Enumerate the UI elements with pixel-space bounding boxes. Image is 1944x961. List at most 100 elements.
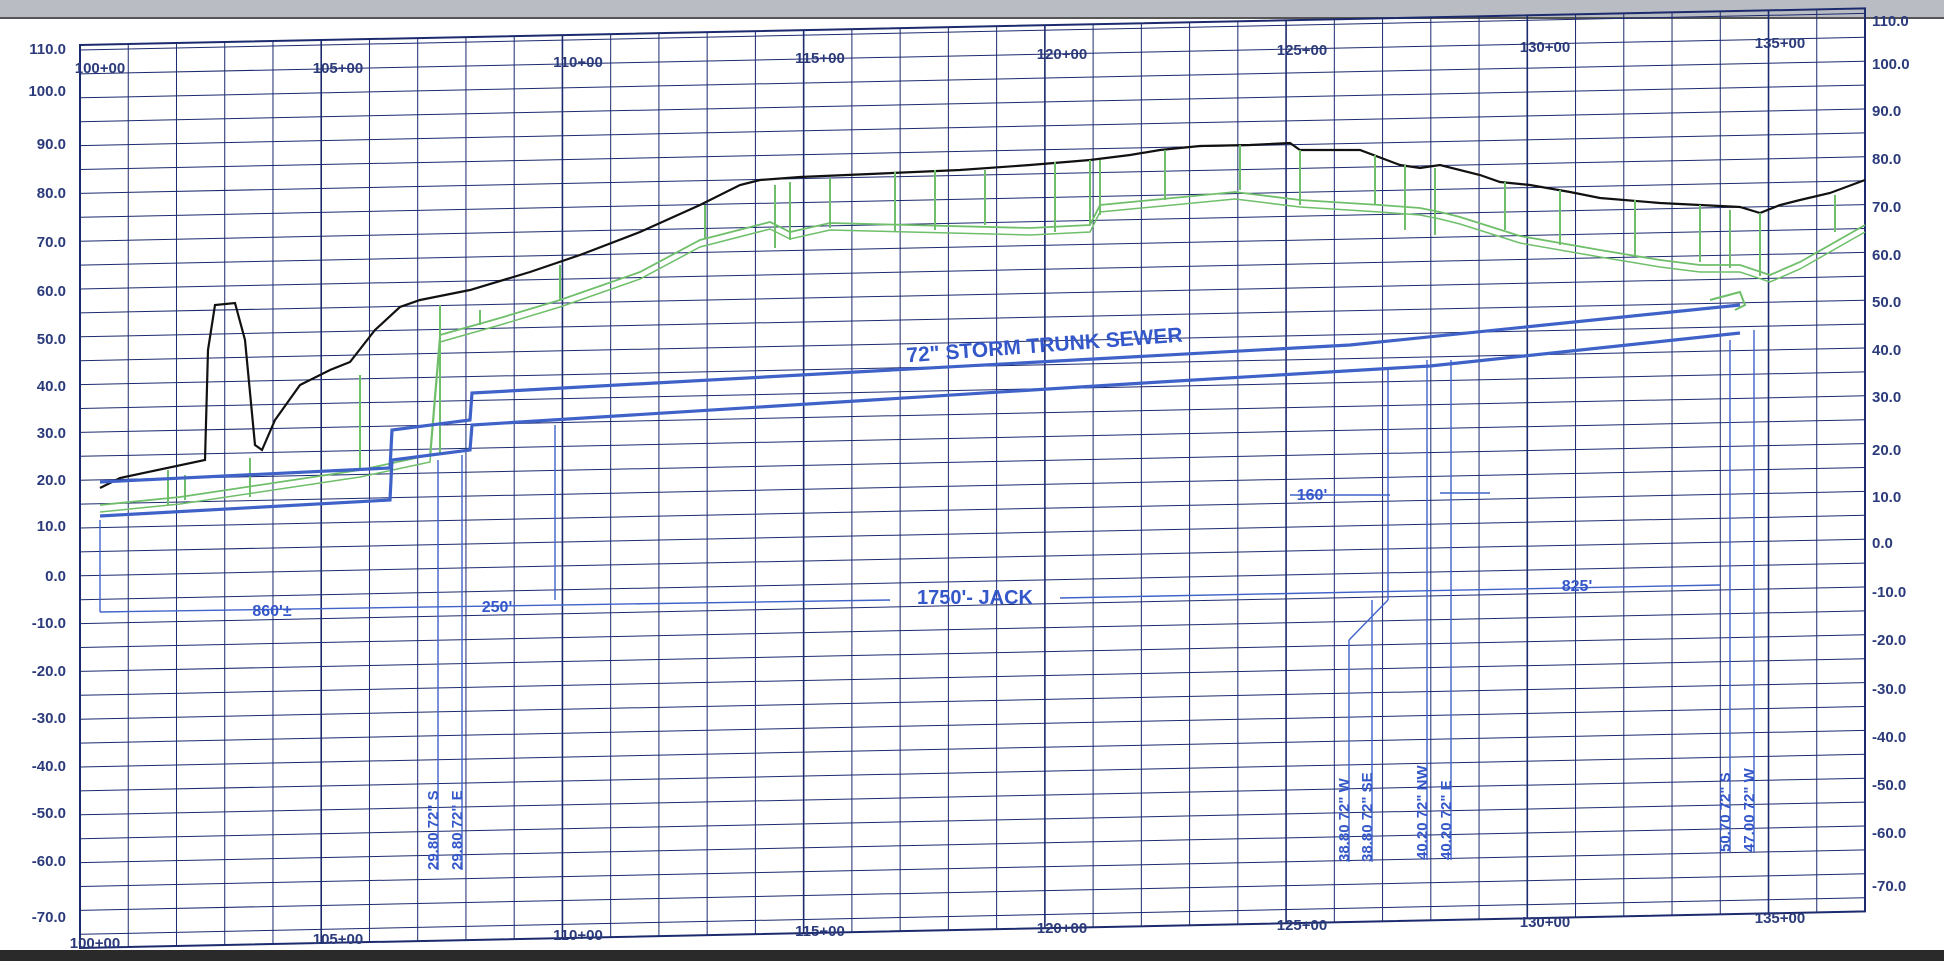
grid-hline [79, 204, 1866, 242]
grid-hline [79, 36, 1866, 75]
callout-line: 40.20 72" NW [1414, 764, 1431, 860]
left-elevation-labels: 110.0 100.0 90.0 80.0 70.0 60.0 50.0 40.… [28, 41, 66, 926]
left-elevation-label: 90.0 [37, 136, 66, 153]
grid-hline [79, 84, 1866, 123]
right-elevation-label: 30.0 [1872, 389, 1901, 406]
left-elevation-label: 20.0 [37, 472, 66, 489]
dimension-line [1059, 584, 1721, 599]
right-elevation-labels: 110.0 100.0 90.0 80.0 70.0 60.0 50.0 40.… [1872, 13, 1910, 895]
right-elevation-label: 110.0 [1872, 13, 1909, 30]
callout-line: 40.20 72" E [1438, 780, 1455, 860]
dimension-label-160: 160' [1297, 487, 1328, 504]
callout-line: 50.70 72" S [1717, 772, 1734, 852]
right-elevation-label: 0.0 [1872, 535, 1893, 552]
grid-hline [79, 371, 1866, 409]
grid-hline [79, 228, 1866, 266]
grid-hline [79, 275, 1866, 314]
right-elevation-label: 70.0 [1872, 199, 1901, 216]
grid-hline [79, 299, 1866, 338]
right-elevation-label: 100.0 [1872, 56, 1910, 73]
left-elevation-label: -50.0 [32, 805, 66, 822]
left-elevation-label: 80.0 [37, 185, 66, 202]
dimension-label-860: 860'± [252, 603, 292, 620]
grid-hline [79, 514, 1866, 553]
grid-hline [79, 610, 1866, 648]
left-elevation-label: 100.0 [28, 83, 66, 100]
grid-hline [79, 753, 1866, 792]
callout-line: 38.80 72" W [1336, 777, 1353, 862]
callout-line: 29.80 72" E [449, 790, 466, 870]
left-elevation-label: 0.0 [45, 568, 66, 585]
left-elevation-label: -10.0 [32, 615, 66, 632]
grid-hline [79, 897, 1866, 935]
grid-hline [79, 634, 1866, 672]
grid-hline [79, 108, 1866, 147]
top-station-label: 110+00 [553, 54, 603, 71]
callout-124b: 40.20 72" NW 40.20 72" E [1414, 764, 1455, 860]
proposed-grade-profile [99, 145, 1866, 513]
right-elevation-label: -50.0 [1872, 777, 1906, 794]
grid-hline [79, 467, 1866, 505]
top-station-label: 120+00 [1037, 46, 1087, 63]
grid-hline [79, 682, 1866, 720]
top-station-labels: 100+00 105+00 110+00 115+00 120+00 125+0… [75, 35, 1805, 77]
callout-line: 29.80 72" S [425, 790, 442, 870]
grid-hline [79, 706, 1866, 744]
dimension-label-250: 250' [482, 599, 513, 616]
grid-hline [79, 12, 1866, 51]
right-elevation-label: -30.0 [1872, 681, 1906, 698]
grid-border [79, 7, 1866, 950]
grid-hline [79, 180, 1866, 218]
storm-sewer-pipes [99, 290, 1747, 518]
right-elevation-label: -10.0 [1872, 584, 1906, 601]
grid-hline [79, 658, 1866, 696]
manhole-symbol [1709, 290, 1747, 311]
right-elevation-label: 10.0 [1872, 489, 1901, 506]
sewer-pipe-line [99, 331, 1741, 518]
bottom-station-label: 135+00 [1755, 910, 1805, 927]
left-elevation-label: -40.0 [32, 758, 66, 775]
left-elevation-label: 10.0 [37, 518, 66, 535]
bottom-station-label: 100+00 [70, 935, 120, 952]
bottom-station-label: 115+00 [795, 923, 845, 940]
right-elevation-label: -70.0 [1872, 878, 1906, 895]
grid-hline [79, 849, 1866, 887]
dimension-line [99, 599, 891, 613]
left-elevation-label: 30.0 [37, 425, 66, 442]
bottom-sheet-edge [0, 950, 1944, 961]
grid-hline [79, 873, 1866, 911]
dimension-label-825: 825' [1562, 578, 1593, 595]
existing-ground-profile [99, 141, 1866, 489]
bottom-station-labels: 100+00 105+00 110+00 115+00 120+00 125+0… [70, 910, 1805, 952]
grid-hline [79, 156, 1866, 194]
grid-hline [79, 777, 1866, 816]
ground-line [99, 141, 1866, 489]
left-elevation-label: 50.0 [37, 331, 66, 348]
right-elevation-label: -20.0 [1872, 632, 1906, 649]
left-elevation-label: -20.0 [32, 663, 66, 680]
grid-hline [79, 60, 1866, 99]
grid-hline [79, 825, 1866, 864]
dimension-lines [99, 330, 1755, 870]
top-station-label: 100+00 [75, 60, 125, 77]
right-elevation-label: 80.0 [1872, 151, 1901, 168]
bottom-station-label: 130+00 [1520, 914, 1570, 931]
top-station-label: 125+00 [1277, 42, 1327, 59]
grid-hline [79, 538, 1866, 577]
right-elevation-label: 90.0 [1872, 103, 1901, 120]
grid-hline [79, 729, 1866, 768]
grid-hline [79, 586, 1866, 625]
grid-hline [79, 132, 1866, 170]
grid-hline [79, 419, 1866, 457]
left-elevation-label: 60.0 [37, 283, 66, 300]
callout-134: 50.70 72" S 47.00 72" W [1717, 767, 1758, 852]
grid-hline [79, 801, 1866, 840]
left-elevation-label: 110.0 [29, 41, 66, 58]
top-station-label: 135+00 [1755, 35, 1805, 52]
callout-105: 29.80 72" S 29.80 72" E [425, 790, 466, 870]
right-elevation-label: 40.0 [1872, 342, 1901, 359]
right-elevation-label: -40.0 [1872, 729, 1906, 746]
grid-hline [79, 443, 1866, 481]
left-elevation-label: 70.0 [37, 234, 66, 251]
grid-hline [79, 562, 1866, 601]
